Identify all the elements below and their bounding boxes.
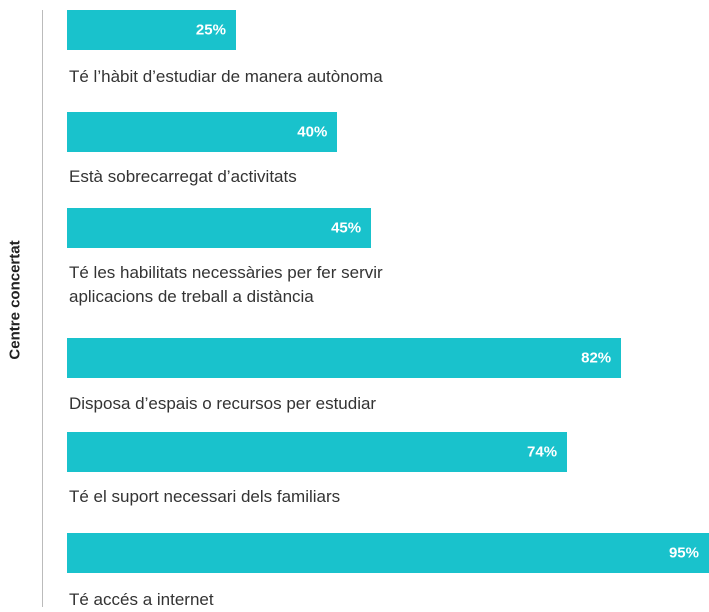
bar: 40% — [67, 112, 338, 152]
value-label: 45% — [331, 219, 362, 237]
category-label: Té accés a internet — [69, 590, 214, 609]
bar: 45% — [67, 208, 372, 248]
category-label: Està sobrecarregat d’activitats — [69, 167, 297, 186]
category-label: Té el suport necessari dels familiars — [69, 487, 341, 506]
value-label: 82% — [581, 349, 612, 367]
axis-line — [42, 10, 43, 607]
bar: 25% — [67, 10, 236, 50]
category-label: Té les habilitats necessàries per fer se… — [69, 263, 383, 306]
y-axis-label: Centre concertat — [6, 240, 24, 360]
category-label: Disposa d’espais o recursos per estudiar — [69, 394, 377, 413]
bar: 74% — [67, 432, 568, 472]
value-label: 74% — [527, 443, 558, 461]
category-label: Té l’hàbit d’estudiar de manera autònoma — [69, 67, 383, 86]
value-label: 25% — [195, 21, 226, 39]
value-label: 95% — [668, 544, 699, 562]
bar: 95% — [67, 533, 709, 573]
value-label: 40% — [297, 123, 328, 141]
bar: 82% — [67, 338, 622, 378]
